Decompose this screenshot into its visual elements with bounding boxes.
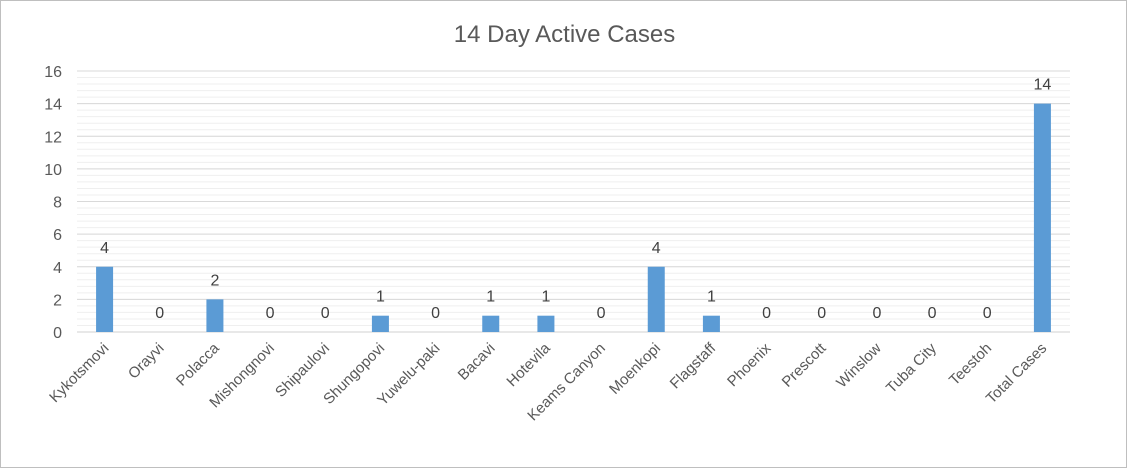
x-tick-label: Flagstaff (667, 339, 720, 392)
data-label: 0 (928, 305, 937, 322)
y-tick-label: 0 (53, 325, 62, 342)
gridlines (77, 70, 1070, 333)
data-label: 1 (376, 289, 385, 306)
y-axis-ticks: 0 2 4 6 8 10 12 14 16 (44, 64, 62, 342)
y-tick-label: 2 (53, 292, 62, 309)
x-tick-label: Teestoh (946, 340, 995, 389)
data-label: 1 (486, 289, 495, 306)
x-tick-label: Winslow (833, 340, 885, 392)
data-label: 14 (1034, 77, 1052, 94)
data-label: 0 (266, 305, 275, 322)
y-tick-label: 10 (44, 162, 62, 179)
data-label: 0 (597, 305, 606, 322)
bar (482, 315, 500, 332)
category-labels: Kykotsmovi Orayvi PolaccaMishongnoviShipau… (46, 339, 1050, 424)
y-tick-label: 8 (53, 195, 62, 212)
bar (371, 315, 389, 332)
x-tick-label: Polacca (173, 339, 223, 389)
bar (206, 299, 224, 332)
bars (96, 103, 1051, 332)
y-tick-label: 4 (53, 260, 62, 277)
data-label: 1 (707, 289, 716, 306)
data-label: 4 (100, 240, 109, 257)
bar (96, 266, 114, 332)
y-tick-label: 16 (44, 64, 62, 81)
x-tick-label: Tuba City (883, 339, 940, 396)
y-tick-label: 12 (44, 129, 62, 146)
data-label: 0 (872, 305, 881, 322)
x-tick-label: Orayvi (125, 340, 168, 383)
x-tick-label: Moenkopi (606, 340, 664, 398)
data-label: 2 (210, 272, 219, 289)
data-label: 0 (431, 305, 440, 322)
bar (537, 315, 555, 332)
x-tick-label: Kykotsmovi (46, 340, 112, 406)
data-label: 0 (155, 305, 164, 322)
y-tick-label: 14 (44, 97, 62, 114)
bar (647, 266, 665, 332)
x-tick-label: Prescott (779, 339, 831, 391)
y-tick-label: 6 (53, 227, 62, 244)
x-tick-label: Bacavi (455, 340, 499, 384)
data-label: 1 (541, 289, 550, 306)
data-label: 0 (983, 305, 992, 322)
data-label: 0 (817, 305, 826, 322)
data-label: 0 (321, 305, 330, 322)
data-labels: 4 0 2 0 0 1 0 1 1 0 4 1 0 0 0 0 0 14 (100, 77, 1051, 322)
x-tick-label: Hotevila (503, 339, 554, 390)
bar (702, 315, 720, 332)
chart-title: 14 Day Active Cases (453, 21, 676, 48)
x-tick-label: Phoenix (724, 339, 775, 390)
data-label: 4 (652, 240, 661, 257)
bar (1033, 103, 1051, 332)
data-label: 0 (762, 305, 771, 322)
